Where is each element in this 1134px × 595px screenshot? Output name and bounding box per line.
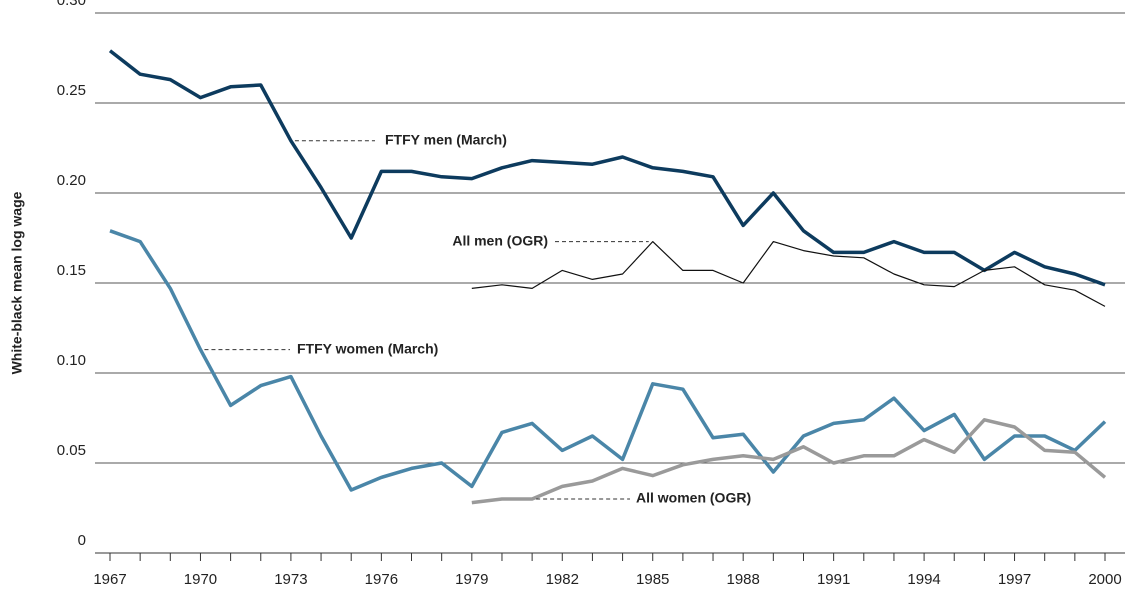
y-tick-label: 0.05	[57, 442, 86, 459]
x-tick-label: 1991	[817, 571, 850, 588]
x-tick-label: 2000	[1088, 571, 1121, 588]
x-tick-label: 1973	[274, 571, 307, 588]
series-label: All women (OGR)	[636, 490, 751, 506]
line-series	[108, 49, 1106, 287]
line-series	[471, 241, 1106, 307]
y-tick-label: 0.10	[57, 352, 86, 369]
y-tick-label: 0.25	[57, 82, 86, 99]
x-tick-label: 1985	[636, 571, 669, 588]
y-tick-label: 0.20	[57, 172, 86, 189]
series-label: FTFY men (March)	[385, 132, 507, 148]
y-axis-label: White-black mean log wage	[9, 191, 25, 374]
x-tick-label: 1994	[907, 571, 940, 588]
x-tick-label: 1982	[546, 571, 579, 588]
line-series	[471, 418, 1107, 505]
x-tick-label: 1967	[93, 571, 126, 588]
x-tick-label: 1979	[455, 571, 488, 588]
series-label: All men (OGR)	[452, 232, 548, 248]
x-tick-label: 1988	[726, 571, 759, 588]
line-series	[109, 229, 1107, 492]
y-tick-label: 0.30	[57, 0, 86, 9]
y-tick-label: 0.15	[57, 262, 86, 279]
x-tick-label: 1970	[184, 571, 217, 588]
x-tick-label: 1997	[998, 571, 1031, 588]
series-label: FTFY women (March)	[297, 340, 438, 356]
x-tick-label: 1976	[365, 571, 398, 588]
y-tick-label: 0	[78, 532, 86, 549]
